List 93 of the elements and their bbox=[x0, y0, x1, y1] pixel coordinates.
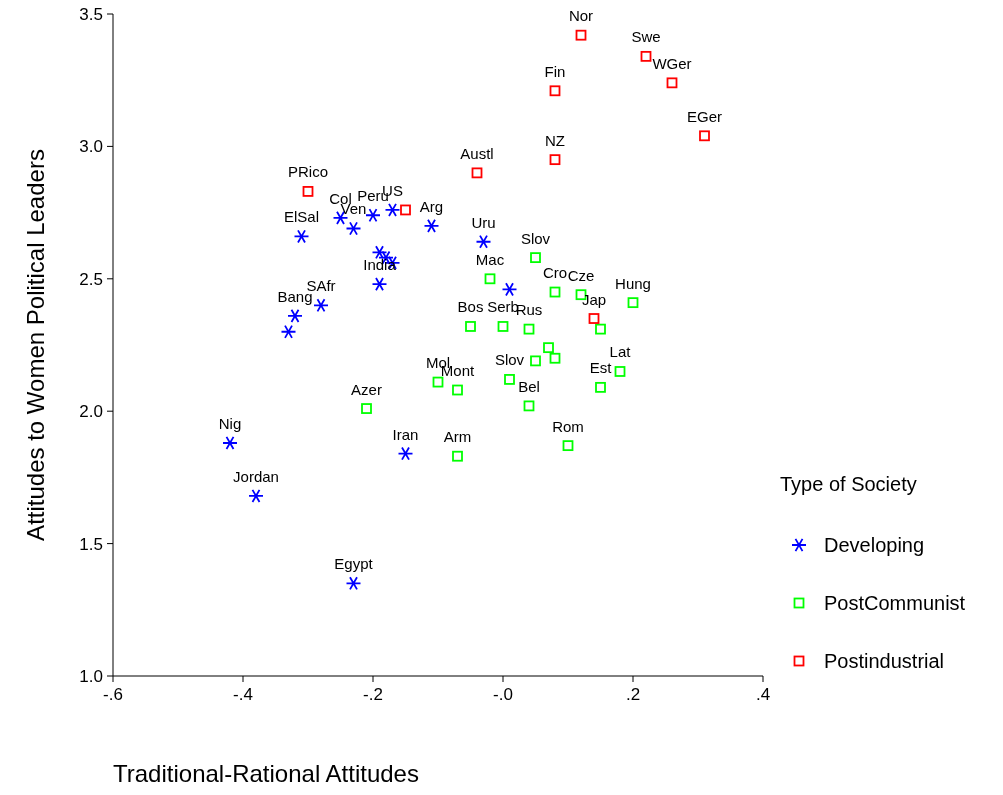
point bbox=[699, 130, 710, 142]
point bbox=[371, 245, 388, 260]
point bbox=[423, 218, 440, 233]
x-tick-label: .4 bbox=[755, 685, 771, 704]
y-tick-label: 1.5 bbox=[79, 534, 103, 554]
point bbox=[452, 450, 463, 462]
point bbox=[452, 384, 463, 396]
annotation: Egypt bbox=[334, 555, 374, 573]
annotation: Rom bbox=[552, 417, 584, 435]
point bbox=[465, 321, 476, 332]
annotation: Hung bbox=[615, 274, 651, 292]
annotation: Mac bbox=[475, 250, 505, 268]
point bbox=[345, 221, 362, 236]
annotation: Uru bbox=[471, 213, 496, 231]
annotation: Arg bbox=[419, 197, 444, 215]
point bbox=[543, 342, 554, 354]
x-tick-label: .2 bbox=[625, 685, 641, 704]
annotation: Austl bbox=[460, 144, 494, 162]
point bbox=[313, 298, 329, 313]
legend-label: Postindustrial bbox=[824, 650, 945, 672]
annotation: Jordan bbox=[233, 467, 279, 485]
point bbox=[371, 277, 388, 292]
point bbox=[345, 576, 362, 591]
point bbox=[562, 440, 574, 452]
point bbox=[588, 313, 600, 324]
annotation: Swe bbox=[631, 28, 661, 46]
point bbox=[280, 324, 297, 339]
annotation: Jap bbox=[581, 290, 607, 308]
point bbox=[549, 352, 561, 364]
y-tick-label: 3.0 bbox=[79, 137, 103, 157]
x-tick-label: -.0 bbox=[493, 685, 513, 704]
point bbox=[384, 202, 401, 217]
annotation: Nig bbox=[218, 414, 242, 432]
point bbox=[627, 297, 639, 309]
annotation: ElSal bbox=[283, 208, 320, 226]
legend-label: PostCommunist bbox=[824, 592, 966, 614]
y-tick-label: 2.0 bbox=[79, 402, 103, 422]
annotation: NZ bbox=[545, 131, 565, 149]
annotation: WGer bbox=[652, 54, 692, 72]
annotation: Slov bbox=[494, 351, 525, 369]
annotation: Slov bbox=[520, 229, 551, 247]
annotation: Arm bbox=[443, 428, 472, 446]
annotation: Bel bbox=[518, 377, 540, 395]
annotation: Cro bbox=[542, 264, 568, 282]
annotation: Iran bbox=[392, 425, 419, 443]
point bbox=[287, 308, 303, 323]
annotation: Bos bbox=[457, 298, 484, 316]
annotation: Fin bbox=[544, 62, 566, 80]
point bbox=[501, 282, 518, 297]
annotation: Lat bbox=[609, 343, 632, 361]
annotation: EGer bbox=[686, 107, 723, 125]
point bbox=[302, 186, 314, 197]
point bbox=[530, 252, 541, 264]
point bbox=[475, 234, 492, 249]
point bbox=[614, 366, 626, 377]
x-tick-label: -.6 bbox=[103, 685, 123, 704]
y-tick-label: 2.5 bbox=[79, 269, 103, 289]
annotation: PRico bbox=[287, 163, 329, 181]
point bbox=[595, 323, 606, 335]
point bbox=[471, 167, 483, 179]
x-axis-title: Traditional-Rational Attitudes bbox=[113, 760, 419, 787]
annotation: Est bbox=[589, 359, 613, 377]
point bbox=[530, 355, 541, 367]
point bbox=[640, 50, 652, 62]
point bbox=[523, 323, 535, 335]
point bbox=[523, 400, 535, 412]
legend-title: Type of Society bbox=[780, 473, 917, 495]
y-tick-label: 1.0 bbox=[79, 666, 103, 686]
point bbox=[484, 273, 496, 285]
point bbox=[293, 229, 310, 244]
annotation: Nor bbox=[568, 7, 594, 25]
point bbox=[549, 85, 561, 97]
point bbox=[432, 376, 444, 388]
point bbox=[222, 435, 238, 450]
point bbox=[595, 381, 606, 393]
point bbox=[549, 286, 561, 298]
point bbox=[400, 204, 411, 216]
legend-label: Developing bbox=[824, 534, 925, 556]
annotation: Azer bbox=[351, 380, 382, 398]
point bbox=[397, 446, 414, 461]
point bbox=[365, 208, 381, 223]
x-tick-label: -.2 bbox=[363, 685, 383, 704]
point bbox=[361, 403, 372, 414]
x-tick-label: -.4 bbox=[233, 685, 253, 704]
point bbox=[549, 154, 561, 166]
y-axis-title: Attitudes to Women Political Leaders bbox=[22, 149, 49, 541]
annotation: Cze bbox=[567, 266, 595, 284]
point bbox=[497, 321, 509, 332]
point bbox=[504, 374, 515, 385]
y-tick-label: 3.5 bbox=[79, 4, 103, 24]
point bbox=[575, 29, 587, 41]
point bbox=[248, 488, 264, 503]
point bbox=[666, 77, 678, 89]
